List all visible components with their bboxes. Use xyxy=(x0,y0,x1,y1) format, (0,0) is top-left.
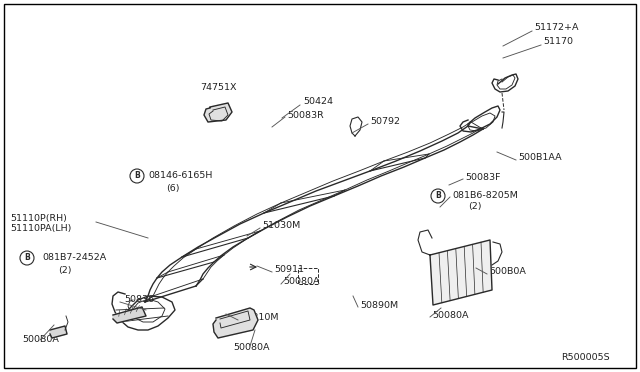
Text: B: B xyxy=(24,253,30,263)
Text: B: B xyxy=(435,192,441,201)
Text: (2): (2) xyxy=(468,202,481,212)
Text: 50B10M: 50B10M xyxy=(240,314,278,323)
Text: 74751X: 74751X xyxy=(200,83,236,93)
Text: 50080A: 50080A xyxy=(283,278,319,286)
Text: 50890M: 50890M xyxy=(360,301,398,310)
Text: (2): (2) xyxy=(58,266,72,275)
Text: 50083F: 50083F xyxy=(465,173,500,182)
Text: 51110PA(LH): 51110PA(LH) xyxy=(10,224,72,234)
Text: 500B0A: 500B0A xyxy=(489,267,526,276)
Text: 50911: 50911 xyxy=(274,266,304,275)
Text: 081B6-8205M: 081B6-8205M xyxy=(452,190,518,199)
Text: 500B0A: 500B0A xyxy=(22,336,59,344)
Text: 50083R: 50083R xyxy=(287,110,324,119)
Polygon shape xyxy=(113,307,146,323)
Text: 08146-6165H: 08146-6165H xyxy=(148,171,212,180)
Text: B: B xyxy=(134,171,140,180)
Text: 50080A: 50080A xyxy=(234,343,270,353)
Text: 081B7-2452A: 081B7-2452A xyxy=(42,253,106,263)
Text: 50424: 50424 xyxy=(303,97,333,106)
Polygon shape xyxy=(213,308,258,338)
Text: 51110P(RH): 51110P(RH) xyxy=(10,214,67,222)
Text: 500B1AA: 500B1AA xyxy=(518,154,562,163)
Text: 50080A: 50080A xyxy=(432,311,468,320)
Text: 51170: 51170 xyxy=(543,38,573,46)
Polygon shape xyxy=(430,240,492,305)
Text: 50836: 50836 xyxy=(124,295,154,305)
Text: (6): (6) xyxy=(166,183,179,192)
Polygon shape xyxy=(50,326,67,338)
Text: R500005S: R500005S xyxy=(561,353,610,362)
Text: 51172+A: 51172+A xyxy=(534,23,579,32)
Text: 50792: 50792 xyxy=(370,118,400,126)
Text: 51030M: 51030M xyxy=(262,221,300,231)
Polygon shape xyxy=(204,103,232,122)
